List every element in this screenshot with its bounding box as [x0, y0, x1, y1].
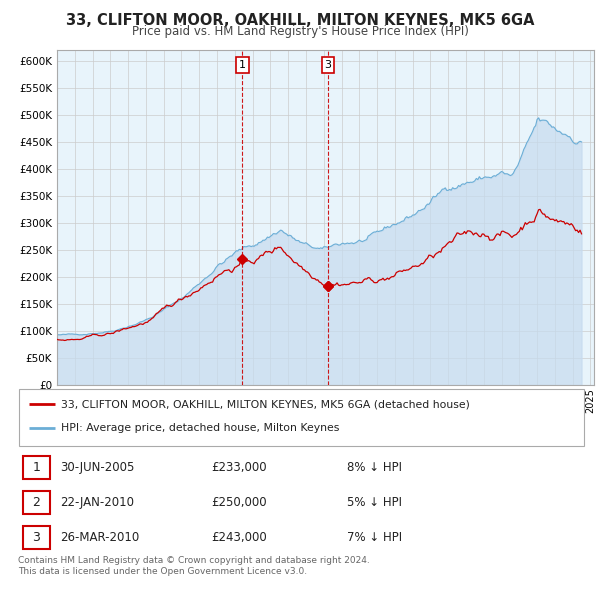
Text: 1: 1: [239, 60, 246, 70]
FancyBboxPatch shape: [23, 455, 50, 480]
Text: £250,000: £250,000: [211, 496, 266, 509]
Text: 22-JAN-2010: 22-JAN-2010: [61, 496, 134, 509]
Text: 30-JUN-2005: 30-JUN-2005: [61, 461, 135, 474]
Text: Contains HM Land Registry data © Crown copyright and database right 2024.
This d: Contains HM Land Registry data © Crown c…: [18, 556, 370, 576]
Text: 26-MAR-2010: 26-MAR-2010: [61, 531, 140, 544]
Text: 33, CLIFTON MOOR, OAKHILL, MILTON KEYNES, MK5 6GA: 33, CLIFTON MOOR, OAKHILL, MILTON KEYNES…: [66, 13, 534, 28]
Text: HPI: Average price, detached house, Milton Keynes: HPI: Average price, detached house, Milt…: [61, 423, 339, 433]
Text: 3: 3: [325, 60, 332, 70]
Text: 1: 1: [32, 461, 40, 474]
Text: £233,000: £233,000: [211, 461, 266, 474]
Text: 2: 2: [32, 496, 40, 509]
FancyBboxPatch shape: [19, 389, 584, 446]
Text: 5% ↓ HPI: 5% ↓ HPI: [347, 496, 402, 509]
Text: £243,000: £243,000: [211, 531, 266, 544]
Text: 33, CLIFTON MOOR, OAKHILL, MILTON KEYNES, MK5 6GA (detached house): 33, CLIFTON MOOR, OAKHILL, MILTON KEYNES…: [61, 399, 469, 409]
Text: 3: 3: [32, 531, 40, 544]
FancyBboxPatch shape: [23, 526, 50, 549]
Text: 8% ↓ HPI: 8% ↓ HPI: [347, 461, 402, 474]
Text: Price paid vs. HM Land Registry's House Price Index (HPI): Price paid vs. HM Land Registry's House …: [131, 25, 469, 38]
FancyBboxPatch shape: [23, 491, 50, 514]
Text: 7% ↓ HPI: 7% ↓ HPI: [347, 531, 402, 544]
